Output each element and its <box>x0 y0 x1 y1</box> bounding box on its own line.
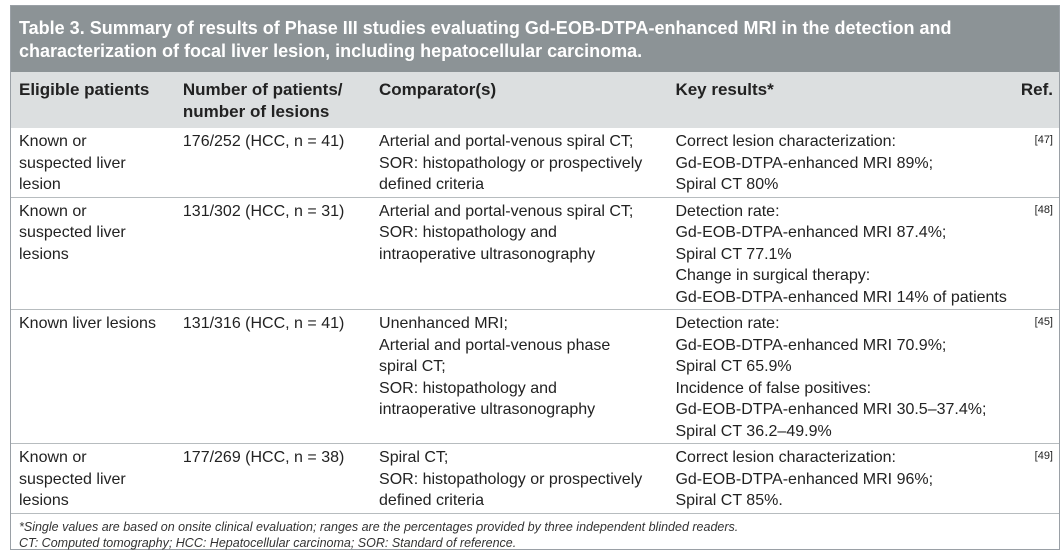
cell-key-results-line: Correct lesion characterization: <box>675 449 896 466</box>
cell-eligible-patients: Known or suspected liver lesions <box>11 196 175 310</box>
cell-eligible-patients: Known or suspected liver lesion <box>11 128 175 197</box>
cell-key-results-line: Spiral CT 36.2–49.9% <box>675 422 832 440</box>
cell-comparators-line: spiral CT; <box>379 358 446 375</box>
cell-comparators: Spiral CT; SOR: histopathology or prospec… <box>371 443 668 513</box>
cell-key-results-line: Spiral CT 85%. <box>675 492 783 509</box>
header-number-line-2: number of lesions <box>182 101 330 121</box>
cell-comparators-line: Arterial and portal-venous spiral CT; <box>379 202 634 220</box>
cell-key-results: Correct lesion characterization: Gd-EOB-D… <box>667 128 1012 197</box>
cell-eligible-patients-line: Known or <box>19 202 87 220</box>
cell-number-of-patients: 176/252 (HCC, n = 41) <box>182 133 345 150</box>
header-key-results: Key results* <box>667 72 1013 128</box>
cell-key-results-line: Spiral CT 65.9% <box>675 358 792 375</box>
cell-key-results-line: Gd-EOB-DTPA-enhanced MRI 89%; <box>675 154 934 172</box>
header-comparators: Comparator(s) <box>371 72 668 128</box>
cell-eligible-patients-line: lesions <box>19 245 69 263</box>
cell-ref: [48] <box>1012 196 1059 310</box>
cell-key-results-line: Incidence of false positives: <box>675 379 872 397</box>
cell-number-of-patients: 131/316 (HCC, n = 41) <box>174 309 372 444</box>
results-table: Eligible patients Number of patients/ nu… <box>11 72 1059 513</box>
table-row: Known or suspected liver lesion 176/252 (HC… <box>11 128 1059 197</box>
cell-ref: [45] <box>1012 309 1059 444</box>
table-row: Known or suspected liver lesions 131/302 (H… <box>11 196 1059 310</box>
cell-key-results: Correct lesion characterization: Gd-EOB-D… <box>667 443 1013 513</box>
cell-comparators-line: SOR: histopathology or prospectively <box>379 470 643 488</box>
cell-eligible-patients-line: suspected liver <box>19 224 126 241</box>
header-eligible-patients: Eligible patients <box>11 72 175 128</box>
table-footnote: *Single values are based on onsite clini… <box>11 512 1059 551</box>
cell-key-results-line: Change in surgical therapy: <box>675 267 871 284</box>
cell-eligible-patients-line: Known liver lesions <box>19 315 156 332</box>
cell-eligible-patients-line: lesions <box>19 492 69 509</box>
cell-key-results-line: Gd-EOB-DTPA-enhanced MRI 96%; <box>675 470 934 488</box>
cell-comparators-line: SOR: histopathology or prospectively <box>379 154 643 172</box>
table-row: Known liver lesions 131/316 (HCC, n = 41)… <box>11 309 1059 444</box>
table-title-line-2: characterization of focal liver lesion, … <box>19 41 643 61</box>
header-ref: Ref. <box>1012 72 1059 128</box>
cell-key-results-line: Correct lesion characterization: <box>675 133 896 150</box>
cell-comparators-line: Unenhanced MRI; <box>379 315 508 332</box>
table-body: Known or suspected liver lesion 176/252 (HC… <box>11 128 1059 513</box>
cell-eligible-patients-line: lesion <box>19 176 61 193</box>
cell-key-results-line: Gd-EOB-DTPA-enhanced MRI 14% of patients <box>675 288 1007 306</box>
header-number-line-1: Number of patients/ <box>182 80 343 99</box>
footnote-line-2: CT: Computed tomography; HCC: Hepatocell… <box>19 535 517 550</box>
results-table-figure: Table 3. Summary of results of Phase III… <box>10 5 1060 550</box>
cell-eligible-patients-line: suspected liver <box>19 470 126 488</box>
cell-comparators-line: SOR: histopathology and <box>379 379 557 397</box>
cell-comparators-line: Arterial and portal-venous phase <box>379 336 611 354</box>
cell-eligible-patients-line: Known or <box>19 449 87 466</box>
cell-number-of-patients: 131/302 (HCC, n = 31) <box>174 196 372 310</box>
table-title: Table 3. Summary of results of Phase III… <box>11 6 1059 72</box>
cell-eligible-patients: Known liver lesions <box>11 309 175 444</box>
cell-comparators-line: intraoperative ultrasonography <box>379 245 596 263</box>
cell-comparators-line: defined criteria <box>379 176 484 193</box>
cell-comparators: Unenhanced MRI; Arterial and portal-venou… <box>371 309 668 444</box>
cell-key-results-line: Detection rate: <box>675 315 780 332</box>
table-header-row: Eligible patients Number of patients/ nu… <box>11 72 1059 128</box>
header-number-of-patients: Number of patients/ number of lesions <box>174 72 372 128</box>
cell-eligible-patients-line: suspected liver <box>19 154 126 172</box>
cell-eligible-patients-line: Known or <box>19 133 87 150</box>
cell-key-results-line: Detection rate: <box>675 202 780 220</box>
cell-key-results-line: Gd-EOB-DTPA-enhanced MRI 30.5–37.4%; <box>675 401 987 418</box>
cell-key-results-line: Spiral CT 77.1% <box>675 245 792 263</box>
table-title-line-1: Table 3. Summary of results of Phase III… <box>19 18 952 38</box>
cell-key-results: Detection rate: Gd-EOB-DTPA-enhanced MRI … <box>667 309 1013 444</box>
cell-ref: [49] <box>1012 443 1059 513</box>
cell-ref: [47] <box>1034 134 1053 146</box>
cell-comparators-line: Arterial and portal-venous spiral CT; <box>379 133 634 150</box>
table-row: Known or suspected liver lesions 177/269 (H… <box>11 443 1059 513</box>
cell-comparators: Arterial and portal-venous spiral CT; SOR… <box>371 196 668 310</box>
cell-comparators-line: intraoperative ultrasonography <box>379 401 596 418</box>
cell-key-results-line: Gd-EOB-DTPA-enhanced MRI 87.4%; <box>675 224 947 241</box>
cell-comparators-line: defined criteria <box>379 492 484 509</box>
cell-comparators: Arterial and portal-venous spiral CT; SOR… <box>371 128 667 197</box>
cell-number-of-patients: 177/269 (HCC, n = 38) <box>174 443 372 513</box>
cell-comparators-line: SOR: histopathology and <box>379 224 557 241</box>
cell-key-results: Detection rate: Gd-EOB-DTPA-enhanced MRI … <box>667 196 1013 310</box>
footnote-line-1: *Single values are based on onsite clini… <box>19 519 739 534</box>
cell-comparators-line: Spiral CT; <box>379 449 449 466</box>
cell-key-results-line: Gd-EOB-DTPA-enhanced MRI 70.9%; <box>675 336 947 354</box>
cell-eligible-patients: Known or suspected liver lesions <box>11 443 175 513</box>
cell-key-results-line: Spiral CT 80% <box>675 176 779 193</box>
